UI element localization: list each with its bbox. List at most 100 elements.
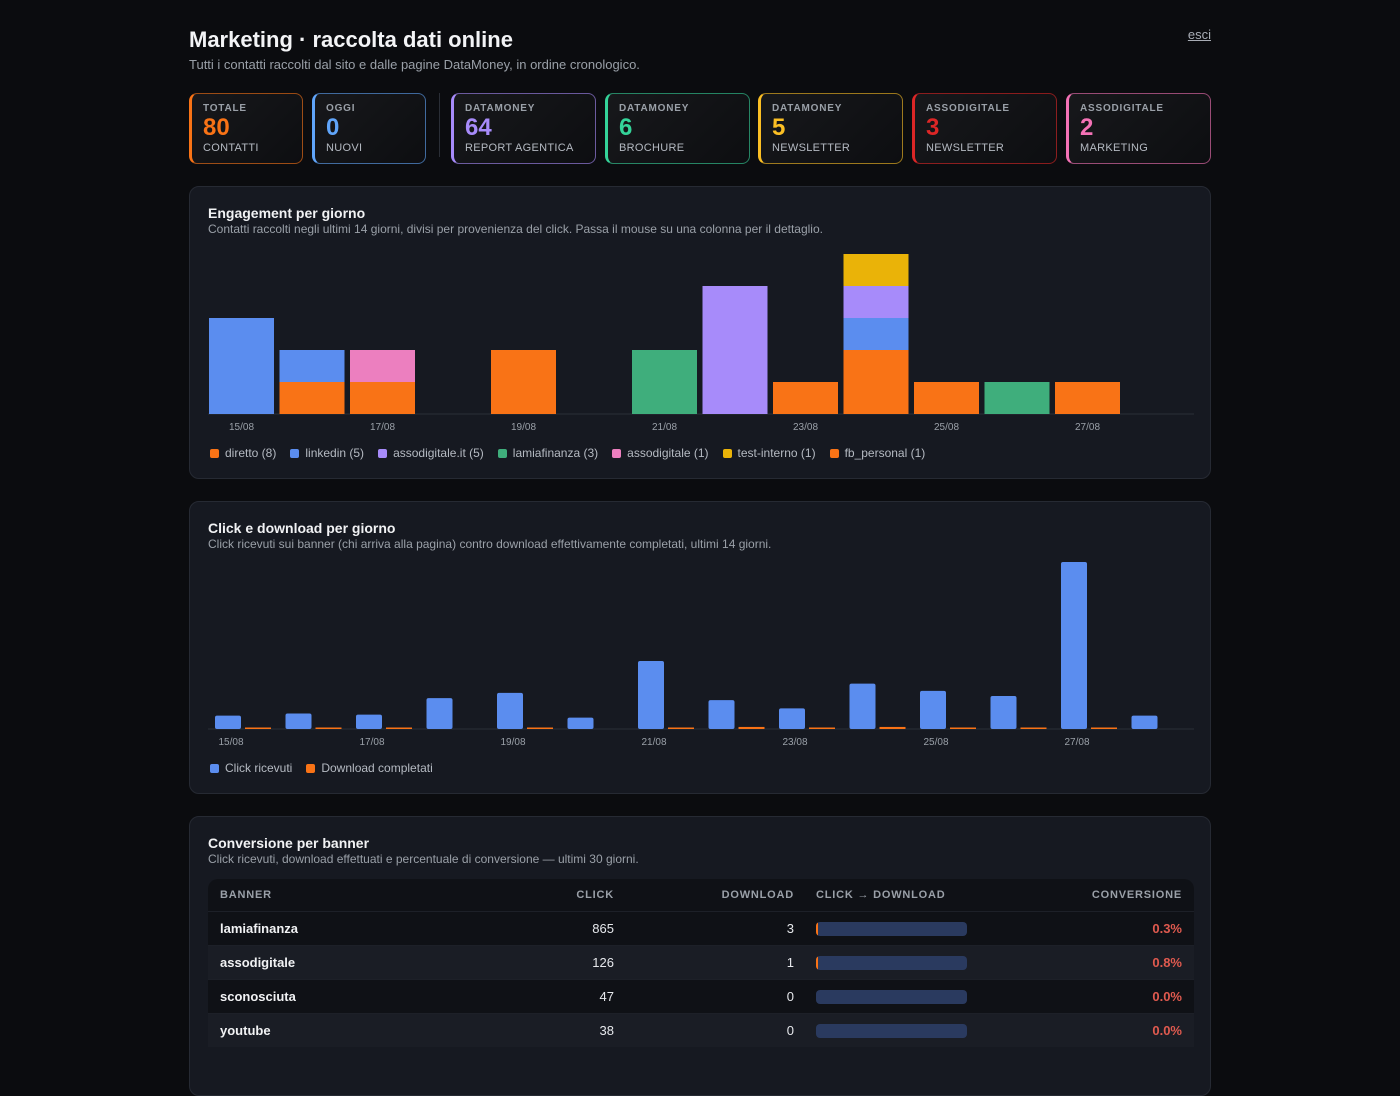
legend-item[interactable]: lamiafinanza (3) [497,446,598,460]
stat-value: 5 [772,114,786,141]
download-count: 0 [786,1023,794,1038]
click-bar[interactable] [497,692,523,729]
download-bar[interactable] [386,727,412,730]
stat-card-marketing: ASSODIGITALE 2 MARKETING [1066,93,1211,164]
stat-value: 6 [619,114,633,141]
page-header: Marketing · raccolta dati online Tutti i… [189,0,1211,92]
click-bar[interactable] [567,717,594,729]
clicks-title: Click e download per giorno [208,520,396,536]
bar-segment[interactable] [632,350,697,414]
legend-item[interactable]: fb_personal (1) [829,446,926,460]
tick-label: 23/08 [793,422,818,433]
click-bar[interactable] [779,708,805,729]
legend-item[interactable]: Click ricevuti [210,761,292,775]
download-bar[interactable] [315,727,342,730]
bar-segment[interactable] [773,382,838,414]
col-click[interactable]: CLICK [576,889,614,901]
download-bar[interactable] [809,727,835,730]
bar-segment[interactable] [843,318,909,350]
clicks-chart: 15/08 17/08 19/08 21/08 23/08 25/08 27/08 [208,562,1194,748]
col-click-download: CLICK → DOWNLOAD [816,889,946,901]
col-conversion[interactable]: CONVERSIONE [1091,889,1182,901]
bar-segment[interactable] [350,382,415,414]
click-bar[interactable] [1131,715,1158,729]
download-bar[interactable] [879,726,906,729]
click-bar[interactable] [1061,562,1087,729]
conversion-title: Conversione per banner [208,835,370,851]
click-bar[interactable] [920,690,946,729]
download-bar[interactable] [527,727,553,730]
legend-swatch [378,448,388,458]
legend-item[interactable]: assodigitale (1) [612,446,709,460]
tick-label: 15/08 [218,737,243,748]
click-bar[interactable] [426,698,453,729]
legend-label: fb_personal (1) [844,446,926,460]
download-bar[interactable] [950,727,976,730]
download-count: 3 [786,921,794,936]
tick-label: 19/08 [511,422,536,433]
legend-item[interactable]: assodigitale.it (5) [378,446,484,460]
col-banner[interactable]: BANNER [220,889,272,901]
conversion-panel: Conversione per banner Click ricevuti, d… [189,816,1211,1096]
bar-segment[interactable] [209,318,274,414]
click-bar[interactable] [285,713,312,729]
click-bar[interactable] [356,714,382,729]
tick-label: 23/08 [782,737,807,748]
bar-segment[interactable] [491,350,556,414]
bar-segment[interactable] [350,350,415,382]
table-row[interactable]: youtube 38 0 0.0% [208,1013,1194,1047]
legend-label: diretto (8) [225,446,277,460]
table-row[interactable]: assodigitale 126 1 0.8% [208,945,1194,979]
legend-item[interactable]: linkedin (5) [290,446,364,460]
logout-link[interactable]: esci [1187,27,1211,42]
bar-segment[interactable] [279,382,345,414]
bar-segment[interactable] [843,254,909,286]
bar-segment[interactable] [843,286,909,318]
click-bar[interactable] [638,660,664,729]
tick-label: 25/08 [923,737,948,748]
stat-caption: REPORT AGENTICA [465,142,574,154]
download-count: 0 [786,989,794,1004]
legend-item[interactable]: test-interno (1) [722,446,816,460]
download-bar[interactable] [1020,727,1047,730]
stat-value: 2 [1080,114,1094,141]
conversion-rate: 0.0% [1152,989,1182,1004]
bar-segment[interactable] [843,350,909,414]
legend-label: test-interno (1) [737,446,816,460]
table-header: BANNER CLICK DOWNLOAD CLICK → DOWNLOAD C… [208,879,1194,911]
legend-swatch [612,448,622,458]
clicks-panel: Click e download per giorno Click ricevu… [189,501,1211,794]
download-bar[interactable] [1091,727,1117,730]
col-download[interactable]: DOWNLOAD [721,889,794,901]
table-row[interactable]: lamiafinanza 865 3 0.3% [208,911,1194,945]
conversion-subtitle: Click ricevuti, download effettuati e pe… [208,852,639,866]
engagement-legend: diretto (8) linkedin (5) assodigitale.it (… [210,446,925,460]
legend-item[interactable]: Download completati [306,761,433,775]
stat-label: DATAMONEY [772,103,843,114]
legend-swatch [722,448,732,458]
download-bar[interactable] [245,727,271,730]
legend-label: linkedin (5) [305,446,365,460]
download-bar[interactable] [668,727,694,730]
conversion-rate: 0.3% [1152,921,1182,936]
bar-segment[interactable] [984,382,1050,414]
clicks-legend: Click ricevuti Download completati [210,761,433,775]
bar-segment[interactable] [914,382,979,414]
click-count: 47 [599,989,614,1004]
legend-swatch [306,763,316,773]
table-row[interactable]: sconosciuta 47 0 0.0% [208,979,1194,1013]
click-bar[interactable] [849,683,876,729]
legend-label: assodigitale.it (5) [393,446,484,460]
download-bar[interactable] [738,726,765,729]
bar-segment[interactable] [702,286,768,414]
stat-label: TOTALE [203,103,247,114]
bar-segment[interactable] [1055,382,1120,414]
click-bar[interactable] [708,700,735,729]
click-bar[interactable] [215,715,241,729]
legend-swatch [210,763,219,773]
page-subtitle: Tutti i contatti raccolti dal sito e dal… [189,57,640,72]
stat-card-report-agentica: DATAMONEY 64 REPORT AGENTICA [451,93,596,164]
click-bar[interactable] [990,696,1017,729]
legend-item[interactable]: diretto (8) [210,446,276,460]
bar-segment[interactable] [279,350,345,382]
